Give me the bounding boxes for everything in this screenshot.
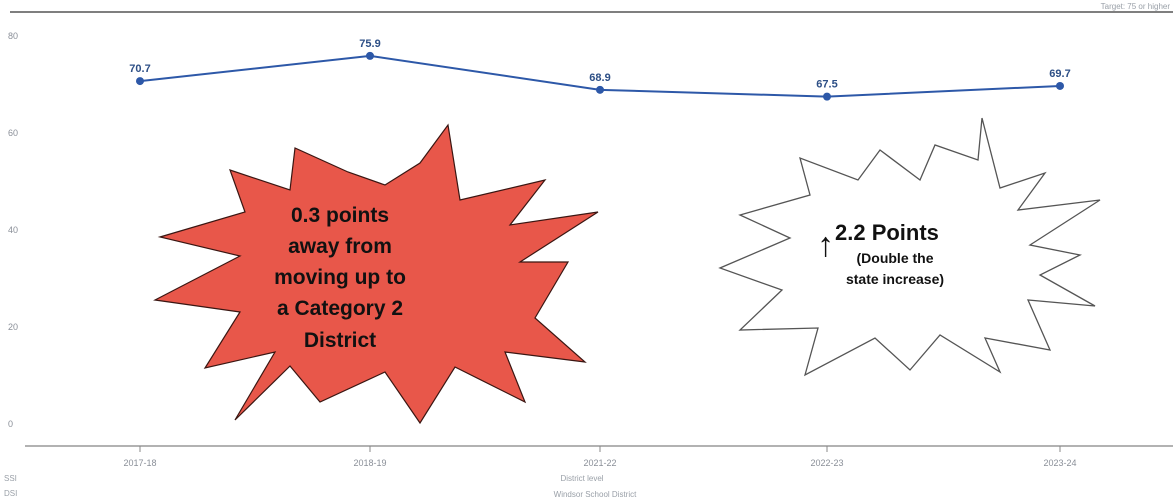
red-starburst-callout: 0.3 points away from moving up to a Cate… bbox=[153, 123, 599, 425]
target-note: Target: 75 or higher bbox=[1101, 2, 1171, 11]
white-callout-sub-2: state increase) bbox=[846, 271, 944, 287]
x-tick-label: 2017-18 bbox=[123, 458, 156, 468]
x-tick-label: 2022-23 bbox=[810, 458, 843, 468]
series-1: 70.7 75.9 68.9 67.5 69.7 bbox=[129, 38, 1071, 101]
data-label: 68.9 bbox=[589, 72, 610, 84]
y-tick-label: 20 bbox=[8, 322, 18, 332]
data-label: 75.9 bbox=[359, 38, 380, 50]
red-starburst-shape bbox=[153, 123, 599, 425]
chart-footer: Windsor School District bbox=[554, 490, 637, 499]
data-point bbox=[596, 85, 604, 94]
y-tick-label: 60 bbox=[8, 128, 18, 138]
x-axis-ticks: 2017-18 2018-19 2021-22 2022-23 2023-24 bbox=[123, 446, 1077, 468]
left-bottom-label-2: DSI bbox=[4, 489, 17, 498]
x-axis-title: District level bbox=[560, 474, 603, 483]
white-starburst-shape bbox=[718, 117, 1101, 377]
data-label: 67.5 bbox=[816, 79, 837, 91]
white-starburst-callout: ↑ 2.2 Points (Double the state increase) bbox=[718, 117, 1101, 377]
data-label: 70.7 bbox=[129, 63, 150, 75]
data-point bbox=[136, 77, 144, 86]
x-tick-label: 2021-22 bbox=[583, 458, 616, 468]
white-callout-sub-1: (Double the bbox=[857, 250, 934, 266]
y-tick-label: 40 bbox=[8, 225, 18, 235]
y-tick-label: 0 bbox=[8, 419, 13, 429]
y-axis-ticks: 80 60 40 20 0 bbox=[8, 31, 18, 429]
y-tick-label: 80 bbox=[8, 31, 18, 41]
data-point bbox=[366, 51, 374, 60]
data-point bbox=[823, 92, 831, 101]
up-arrow-icon: ↑ bbox=[817, 226, 834, 264]
left-bottom-label-1: SSI bbox=[4, 474, 17, 483]
red-callout-line-4: a Category 2 bbox=[277, 297, 403, 320]
red-callout-line-1: 0.3 points bbox=[291, 204, 389, 227]
x-tick-label: 2018-19 bbox=[353, 458, 386, 468]
red-callout-line-5: District bbox=[304, 329, 376, 352]
white-callout-headline: 2.2 Points bbox=[835, 220, 939, 245]
x-tick-label: 2023-24 bbox=[1043, 458, 1076, 468]
red-callout-line-2: away from bbox=[288, 235, 392, 258]
red-callout-line-3: moving up to bbox=[274, 266, 406, 289]
data-point bbox=[1056, 81, 1064, 90]
data-label: 69.7 bbox=[1049, 68, 1070, 80]
